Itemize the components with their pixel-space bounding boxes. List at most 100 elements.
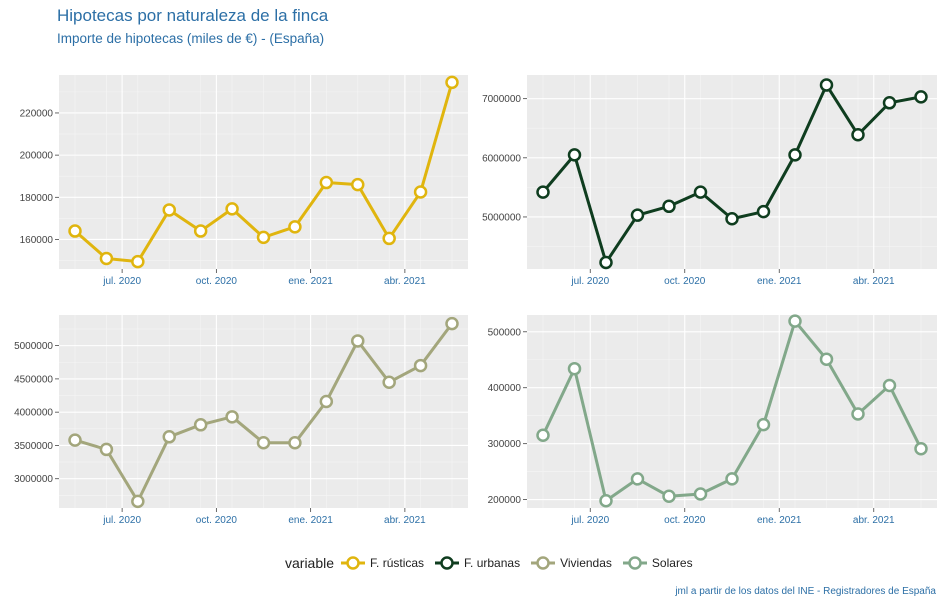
data-point — [819, 78, 834, 92]
data-point — [914, 90, 928, 104]
legend: variable F. rústicas F. urbanas Vivienda… — [285, 552, 703, 574]
data-point — [288, 220, 302, 234]
legend-label: F. urbanas — [464, 556, 521, 570]
data-point — [567, 148, 582, 162]
x-tick-label: oct. 2020 — [664, 276, 706, 287]
x-tick-label: jul. 2020 — [102, 276, 141, 287]
panel-f-urbanas: 5000000 6000000 7000000 jul. 2020 oct. 2020 e… — [482, 75, 937, 287]
y-tick-label: 180000 — [20, 193, 54, 204]
y-tick-label: 6000000 — [482, 153, 521, 164]
data-point — [725, 472, 739, 486]
data-point — [725, 211, 739, 226]
legend-item-f-rusticas: F. rústicas — [340, 554, 424, 572]
data-point — [693, 487, 708, 501]
x-tick-label: ene. 2021 — [757, 515, 802, 526]
x-tick-label: oct. 2020 — [196, 276, 238, 287]
data-point — [256, 436, 271, 450]
x-tick-label: jul. 2020 — [102, 515, 141, 526]
legend-item-viviendas: Viviendas — [530, 554, 612, 572]
x-tick-label: ene. 2021 — [288, 515, 333, 526]
legend-title: variable — [285, 555, 335, 571]
data-point — [225, 410, 239, 424]
data-point — [68, 433, 82, 447]
legend-key-icon — [435, 556, 460, 570]
y-tick-label: 4000000 — [14, 408, 53, 419]
data-point — [788, 314, 802, 328]
data-point — [599, 493, 613, 508]
data-point — [851, 127, 865, 142]
x-tick-label: ene. 2021 — [757, 276, 802, 287]
data-point — [599, 255, 613, 270]
data-point — [445, 316, 459, 331]
data-point — [99, 442, 114, 457]
data-point — [413, 358, 428, 373]
data-point — [756, 417, 771, 432]
y-tick-label: 160000 — [20, 235, 54, 246]
data-point — [193, 418, 208, 432]
data-point — [851, 407, 865, 421]
y-tick-label: 3500000 — [14, 441, 53, 452]
chart-subtitle: Importe de hipotecas (miles de €) - (Esp… — [57, 31, 325, 46]
data-point — [819, 352, 834, 366]
y-tick-label: 220000 — [20, 108, 54, 119]
data-point — [788, 148, 802, 162]
y-tick-label: 5000000 — [482, 212, 521, 223]
data-point — [882, 378, 897, 393]
legend-item-f-urbanas: F. urbanas — [434, 554, 520, 572]
x-tick-label: jul. 2020 — [570, 515, 609, 526]
data-point — [445, 75, 459, 90]
data-point — [68, 224, 82, 238]
x-tick-label: jul. 2020 — [570, 276, 609, 287]
y-tick-label: 3000000 — [14, 474, 53, 485]
data-point — [288, 436, 302, 450]
y-tick-label: 500000 — [488, 327, 522, 338]
legend-item-solares: Solares — [622, 554, 693, 572]
data-point — [914, 441, 928, 456]
y-tick-label: 200000 — [20, 151, 54, 162]
data-point — [319, 394, 334, 409]
x-tick-label: abr. 2021 — [853, 276, 895, 287]
data-point — [662, 489, 676, 504]
x-tick-label: abr. 2021 — [853, 515, 895, 526]
data-point — [351, 334, 365, 348]
data-point — [225, 202, 239, 216]
data-point — [99, 251, 114, 266]
legend-label: Solares — [651, 556, 693, 570]
legend-key-icon — [531, 556, 556, 570]
legend-label: F. rústicas — [370, 556, 425, 570]
data-point — [162, 203, 176, 217]
x-tick-label: ene. 2021 — [288, 276, 333, 287]
data-point — [413, 185, 428, 199]
data-point — [193, 224, 208, 238]
x-tick-label: abr. 2021 — [384, 276, 426, 287]
data-point — [162, 430, 176, 444]
y-tick-label: 4500000 — [14, 374, 53, 385]
x-tick-label: oct. 2020 — [664, 515, 706, 526]
data-point — [382, 231, 396, 246]
chart-title: Hipotecas por naturaleza de la finca — [57, 6, 329, 25]
data-point — [536, 428, 550, 443]
data-point — [256, 230, 271, 245]
data-point — [882, 96, 897, 110]
y-tick-label: 200000 — [488, 495, 522, 506]
data-point — [351, 177, 365, 192]
caption: jml a partir de los datos del INE - Regi… — [675, 586, 936, 597]
legend-key-icon — [622, 556, 647, 570]
data-point — [630, 472, 645, 486]
x-tick-label: oct. 2020 — [196, 515, 238, 526]
data-point — [756, 204, 771, 219]
y-tick-label: 5000000 — [14, 341, 53, 352]
panel-viviendas: 3000000 3500000 4000000 4500000 5000000 jul. … — [14, 315, 468, 526]
y-tick-label: 400000 — [488, 383, 522, 394]
legend-label: Viviendas — [560, 556, 612, 570]
data-point — [536, 185, 550, 199]
y-tick-label: 7000000 — [482, 94, 521, 105]
data-point — [662, 199, 676, 214]
data-point — [131, 494, 145, 509]
x-tick-label: abr. 2021 — [384, 515, 426, 526]
panel-solares: 200000 300000 400000 500000 jul. 2020 oct. 20… — [488, 314, 937, 526]
data-point — [382, 375, 396, 389]
legend-key-icon — [341, 556, 366, 570]
data-point — [319, 175, 334, 190]
chart-area: 160000 180000 200000 220000 jul. 2020 oct. 20… — [14, 75, 937, 526]
